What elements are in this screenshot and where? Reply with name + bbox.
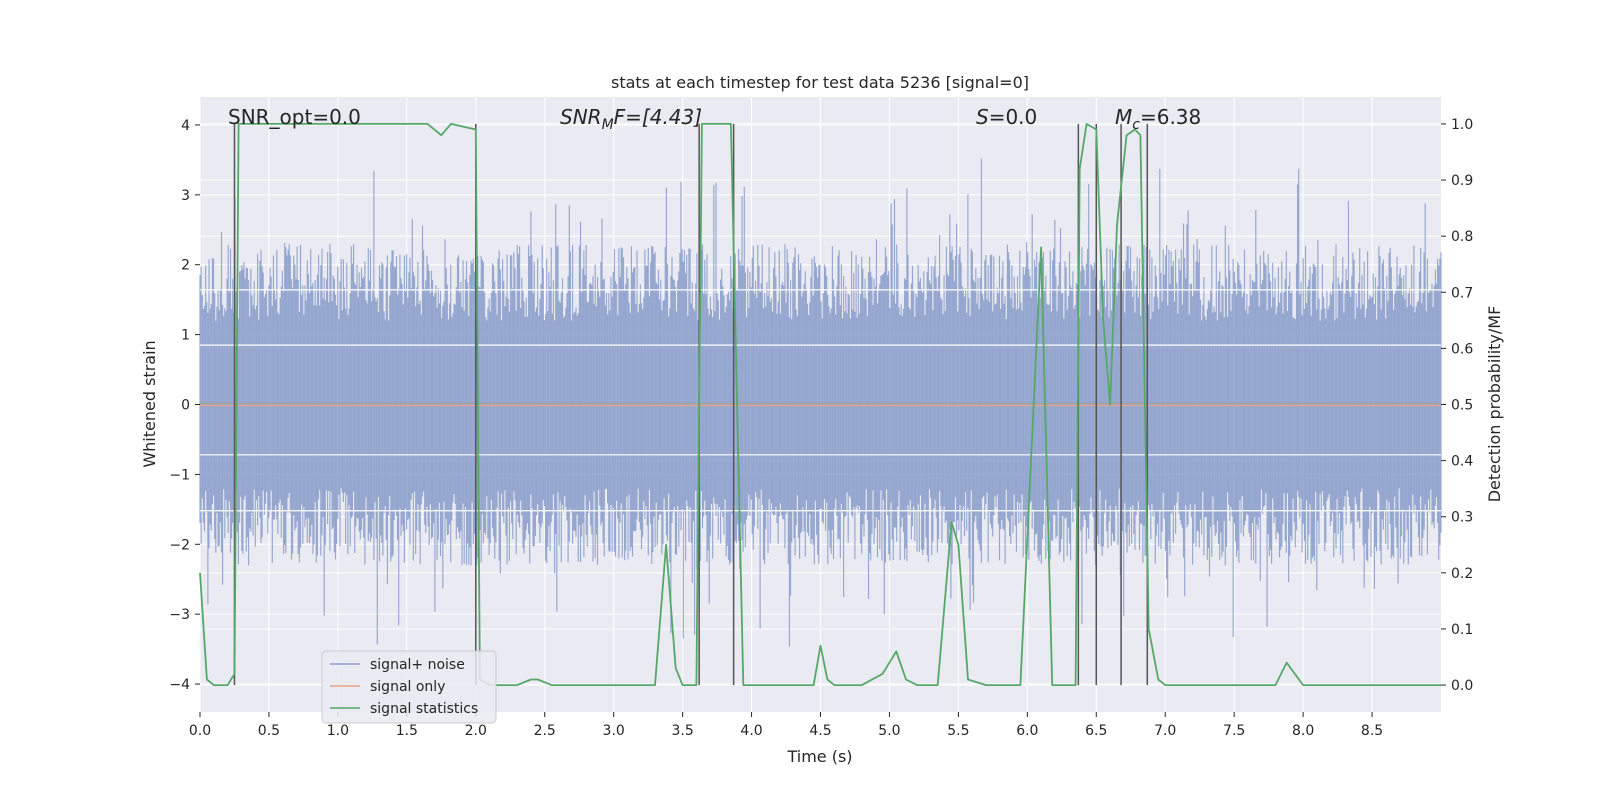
- y-left-tick-label-6: 2: [181, 258, 190, 274]
- x-tick-label-5: 2.5: [534, 723, 556, 739]
- chart-title: stats at each timestep for test data 523…: [611, 73, 1029, 92]
- vertical-markers: [233, 123, 1149, 686]
- y-right-tick-label-1: 0.1: [1451, 622, 1473, 638]
- y-right-tick-label-3: 0.3: [1451, 510, 1473, 526]
- y-left-tick-label-4: 0: [181, 398, 190, 414]
- y-left-tick-label-2: −2: [169, 537, 190, 553]
- x-tick-label-8: 4.0: [740, 723, 762, 739]
- x-tick-label-12: 6.0: [1016, 723, 1038, 739]
- y-axis-label-left: Whitened strain: [140, 340, 159, 467]
- x-tick-label-14: 7.0: [1154, 723, 1176, 739]
- y-right-tick-label-4: 0.4: [1451, 454, 1473, 470]
- y-left-tick-label-7: 3: [181, 188, 190, 204]
- x-tick-label-6: 3.0: [603, 723, 625, 739]
- y-right-tick-label-10: 1.0: [1451, 117, 1473, 133]
- axis-ticks: 0.0 0.5 1.0 1.5 2.0 2.5 3.0 3.5 4.0 4.5 5.0 5.5 6.0 6…: [169, 117, 1473, 739]
- y-left-tick-label-8: 4: [181, 118, 190, 134]
- x-tick-label-10: 5.0: [878, 723, 900, 739]
- x-tick-label-0: 0.0: [189, 723, 211, 739]
- series-signal-statistics: [199, 123, 1441, 686]
- x-tick-label-2: 1.0: [327, 723, 349, 739]
- y-right-tick-label-6: 0.6: [1451, 341, 1473, 357]
- x-tick-label-15: 7.5: [1223, 723, 1245, 739]
- x-tick-label-4: 2.0: [465, 723, 487, 739]
- legend-label-signal-only: signal only: [370, 679, 445, 695]
- legend: signal+ noise signal only signal statist…: [321, 650, 497, 724]
- y-axis-label-right: Detection probability/MF: [1485, 306, 1504, 503]
- y-left-tick-label-0: −4: [169, 677, 190, 693]
- annotation-snr-mf: SNRMF=[4.43]: [560, 105, 702, 133]
- legend-box: [321, 650, 497, 724]
- x-tick-label-1: 0.5: [258, 723, 280, 739]
- horizontal-reference-lines: [200, 289, 1441, 512]
- series-signal-only: [200, 402, 1441, 407]
- y-right-tick-label-2: 0.2: [1451, 566, 1473, 582]
- y-left-tick-label-1: −3: [169, 607, 190, 623]
- annotation-mc: Mc=6.38: [1115, 105, 1201, 133]
- y-right-tick-label-9: 0.9: [1451, 173, 1473, 189]
- x-tick-label-3: 1.5: [396, 723, 418, 739]
- x-tick-label-7: 3.5: [671, 723, 693, 739]
- x-axis-label: Time (s): [786, 747, 852, 766]
- x-tick-label-9: 4.5: [809, 723, 831, 739]
- annotation-s: S=0.0: [976, 105, 1037, 129]
- x-tick-label-17: 8.5: [1361, 723, 1383, 739]
- legend-label-signal-plus-noise: signal+ noise: [370, 657, 465, 673]
- x-tick-label-16: 8.0: [1292, 723, 1314, 739]
- signal-statistics-line: [199, 123, 1441, 686]
- annotation-snr-opt: SNR_opt=0.0: [228, 105, 361, 129]
- legend-label-signal-statistics: signal statistics: [370, 701, 478, 717]
- x-tick-label-11: 5.5: [947, 723, 969, 739]
- y-right-tick-label-5: 0.5: [1451, 398, 1473, 414]
- x-tick-label-13: 6.5: [1085, 723, 1107, 739]
- y-right-tick-label-0: 0.0: [1451, 678, 1473, 694]
- y-right-tick-label-8: 0.8: [1451, 229, 1473, 245]
- y-right-tick-label-7: 0.7: [1451, 285, 1473, 301]
- y-left-tick-label-3: −1: [169, 467, 190, 483]
- y-left-tick-label-5: 1: [181, 328, 190, 344]
